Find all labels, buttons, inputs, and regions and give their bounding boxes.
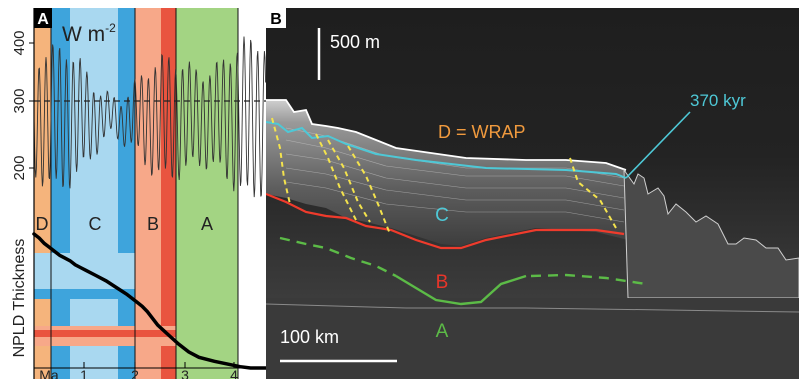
y-tick-300: 300 <box>11 88 28 113</box>
x-tick-2: 2 <box>131 367 139 379</box>
ice-layering <box>285 127 625 223</box>
phase-label-d: D <box>36 214 49 234</box>
y-axis-label: NPLD Thickness <box>11 239 28 358</box>
trough-2 <box>315 133 357 221</box>
ice-cap-body <box>266 100 628 246</box>
panel-b-letter: B <box>270 11 282 28</box>
y-tick-400: 400 <box>11 30 28 55</box>
panel-a-letter-box <box>34 8 52 28</box>
c-thickness-marker-top <box>34 253 135 293</box>
panel-b-radargram: 500 m 100 km 370 kyr D = WRAP C B A B <box>266 8 799 379</box>
ice-surface <box>266 99 627 171</box>
horizon-a-solid <box>395 274 527 306</box>
unit-label-b: B <box>436 272 449 293</box>
trough-4 <box>347 145 391 235</box>
basal-reflector <box>266 298 799 379</box>
trough-5 <box>569 157 617 229</box>
x-tick-4: 4 <box>230 367 238 379</box>
panel-b-svg: 500 m 100 km 370 kyr D = WRAP C B A B <box>266 8 799 379</box>
phase-label-b: B <box>147 214 159 234</box>
x-tick-1: 1 <box>80 367 88 379</box>
x-tick-3: 3 <box>181 367 189 379</box>
insolation-unit-text: W m <box>62 23 105 46</box>
wrap-label: D = WRAP <box>438 122 526 142</box>
insolation-curve <box>33 36 266 198</box>
npld-thickness-curve <box>32 232 266 370</box>
phase-label-c: C <box>89 214 102 234</box>
insolation-unit-label: W m-2 <box>62 21 116 46</box>
unit-label-c: C <box>435 205 449 226</box>
panel-a-insolation-thickness: 400 300 200 NPLD Thickness Ma 1 2 3 4 D … <box>0 8 266 379</box>
horizon-a-dashed-left <box>279 236 397 278</box>
phase-label-a: A <box>201 214 213 234</box>
horizon-370kyr <box>266 121 627 179</box>
yellow-troughs <box>271 117 617 235</box>
b-thickness-marker-dark <box>34 330 176 337</box>
layer-line-4 <box>285 167 625 211</box>
c-thickness-marker-dark <box>34 289 135 299</box>
phase-c-band-dark-right <box>118 8 135 379</box>
panel-a-letter: A <box>37 11 49 28</box>
trough-1 <box>271 117 291 205</box>
insolation-unit-exponent: -2 <box>105 21 116 35</box>
vertical-scale-label: 500 m <box>330 32 380 52</box>
panel-a-svg: 400 300 200 NPLD Thickness Ma 1 2 3 4 D … <box>11 8 266 379</box>
unit-label-a: A <box>436 321 449 342</box>
horizon-b <box>266 192 625 250</box>
y-tick-200: 200 <box>11 155 28 180</box>
layer-line-3 <box>285 153 625 199</box>
x-tick-ma: Ma <box>39 367 59 379</box>
layer-line-5 <box>285 181 625 223</box>
phase-a-band <box>176 8 238 379</box>
horizontal-scale-label: 100 km <box>280 327 339 347</box>
horizon-a-dashed-right <box>530 273 647 286</box>
rugged-terrain <box>623 168 799 299</box>
age-pointer-line <box>625 111 691 179</box>
panel-b-letter-box <box>266 8 286 28</box>
phase-d-band <box>34 8 51 379</box>
basal-line <box>266 303 799 313</box>
age-label: 370 kyr <box>690 91 746 110</box>
